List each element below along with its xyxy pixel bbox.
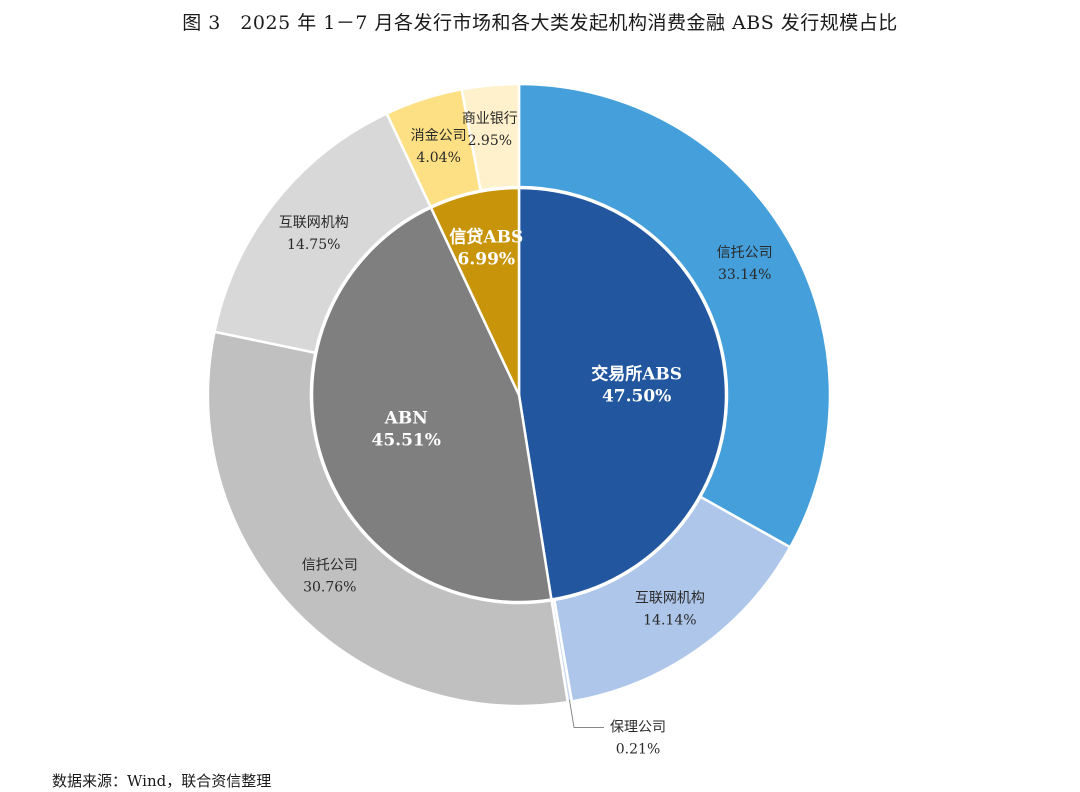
outer-slice-6-label: 商业银行 2.95%	[462, 111, 518, 149]
inner-slice-0	[517, 186, 728, 601]
outer-slice-0-label: 信托公司 33.14%	[717, 245, 773, 283]
inner-slice-1	[310, 205, 553, 604]
inner-pie	[310, 186, 728, 604]
chart-title: 图 3 2025 年 1－7 月各发行市场和各大类发起机构消费金融 ABS 发行…	[182, 12, 898, 34]
inner-slice-1-label: ABN 45.51%	[372, 409, 441, 451]
outer-slice-2-label: 保理公司 0.21%	[610, 719, 666, 757]
outer-slice-2-leader-line	[568, 699, 605, 728]
data-source-note: 数据来源：Wind，联合资信整理	[52, 772, 272, 790]
outer-ring	[206, 82, 832, 708]
outer-slice-3-label: 信托公司 30.76%	[302, 557, 358, 595]
inner-slice-0-label: 交易所ABS 47.50%	[591, 364, 682, 407]
inner-slice-2-label: 信贷ABS 6.99%	[449, 227, 523, 270]
outer-slice-5-label: 消金公司 4.04%	[411, 128, 467, 166]
outer-slice-4-label: 互联网机构 14.75%	[279, 215, 349, 253]
slice-labels: 交易所ABS 47.50% ABN 45.51% 信贷ABS 6.99% 信托公司 33.14…	[279, 111, 773, 757]
outer-slice-1-label: 互联网机构 14.14%	[635, 591, 705, 629]
inner-slice-2	[429, 186, 521, 396]
